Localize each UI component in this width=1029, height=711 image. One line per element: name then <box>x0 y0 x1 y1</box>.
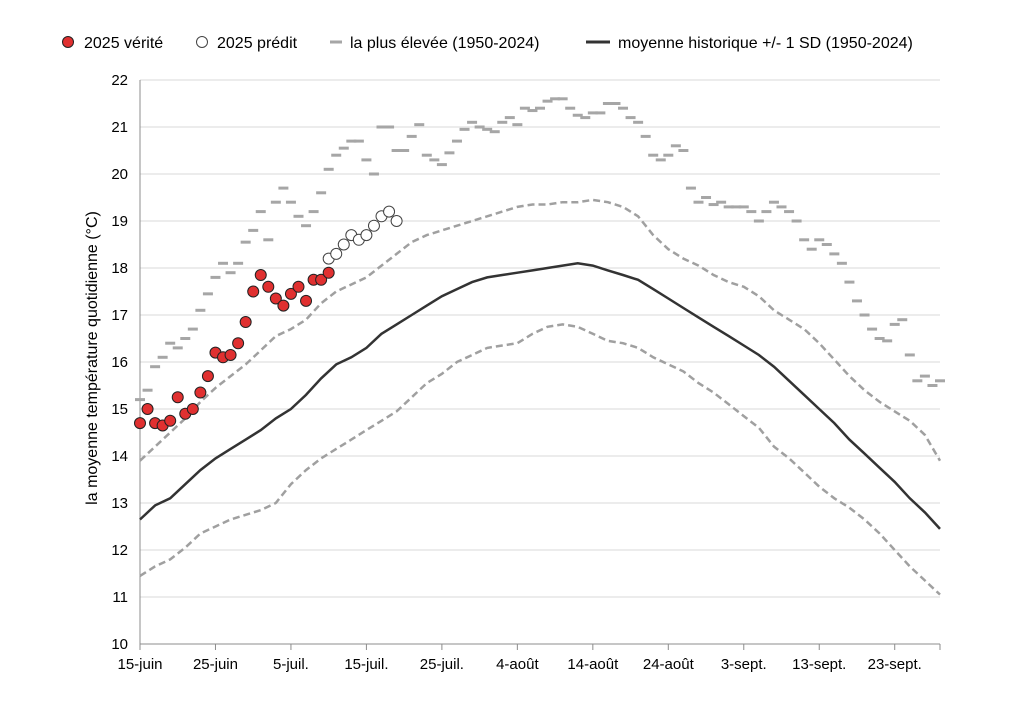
y-tick-label: 10 <box>111 636 128 653</box>
y-tick-label: 19 <box>111 213 128 230</box>
predicted-point <box>367 219 380 232</box>
truth-point <box>269 292 282 305</box>
truth-point <box>292 280 305 293</box>
truth-point <box>164 414 177 427</box>
x-tick-label: 5-juil. <box>273 656 309 673</box>
y-axis-label: la moyenne température quotidienne (°C) <box>84 211 101 505</box>
truth-point <box>277 299 290 312</box>
x-tick-label: 3-sept. <box>721 656 767 673</box>
highest-marks <box>135 97 945 402</box>
truth-point <box>300 294 313 307</box>
mean-line-group <box>139 262 941 530</box>
truth-point <box>134 417 146 430</box>
truth-point <box>224 348 237 361</box>
y-tick-label: 16 <box>111 354 128 371</box>
y-tick-label: 21 <box>111 119 128 136</box>
y-tick-label: 11 <box>112 589 128 606</box>
legend-label-highest: la plus élevée (1950-2024) <box>350 35 539 52</box>
upper-sd-line <box>139 198 942 462</box>
truth-points <box>134 266 335 432</box>
truth-point <box>239 316 252 329</box>
truth-point <box>232 337 245 350</box>
x-tick-label: 25-juil. <box>420 656 464 673</box>
legend-label-mean: moyenne historique +/- 1 SD (1950-2024) <box>618 35 913 52</box>
x-tick-label: 15-juil. <box>344 656 388 673</box>
legend: 2025 vérité 2025 prédit la plus élevée (… <box>62 35 913 52</box>
gridlines <box>140 79 940 598</box>
predicted-point <box>337 238 350 251</box>
x-tick-label: 13-sept. <box>792 656 846 673</box>
legend-marker-predicted <box>196 36 208 48</box>
y-tick-label: 22 <box>111 72 128 89</box>
lower-sd-line <box>139 323 941 596</box>
predicted-point <box>360 229 373 242</box>
truth-point <box>186 403 199 415</box>
truth-point <box>247 285 260 298</box>
truth-point <box>194 386 207 399</box>
x-tick-label: 24-août <box>643 656 695 673</box>
truth-point <box>262 280 275 293</box>
predicted-point <box>390 215 403 227</box>
predicted-point <box>383 205 396 218</box>
legend-marker-truth <box>62 36 74 48</box>
y-tick-label: 13 <box>111 495 128 512</box>
y-tick-label: 18 <box>111 260 128 277</box>
truth-point <box>171 391 184 404</box>
truth-point <box>141 403 154 415</box>
mean-line <box>139 262 941 530</box>
y-tick-label: 17 <box>111 307 128 324</box>
x-tick-label: 25-juin <box>193 656 238 673</box>
axes <box>139 80 941 650</box>
legend-label-predicted: 2025 prédit <box>217 35 298 52</box>
y-tick-label: 14 <box>111 448 128 465</box>
x-tick-labels: 15-juin 25-juin 5-juil. 15-juil. 25-juil. 4-a… <box>117 656 921 673</box>
y-tick-label: 15 <box>111 401 128 418</box>
predicted-points <box>322 205 403 265</box>
truth-point <box>284 287 297 300</box>
predicted-point <box>330 247 343 260</box>
y-tick-labels: 10 11 12 13 14 15 16 17 18 19 20 21 22 <box>111 72 128 653</box>
x-tick-label: 15-juin <box>117 656 162 673</box>
y-tick-label: 20 <box>111 166 128 183</box>
truth-point <box>315 273 328 286</box>
x-tick-label: 14-août <box>567 656 619 673</box>
y-tick-label: 12 <box>111 542 128 559</box>
x-tick-label: 23-sept. <box>868 656 922 673</box>
legend-label-truth: 2025 vérité <box>84 35 163 52</box>
x-tick-label: 4-août <box>496 656 539 673</box>
truth-point <box>201 370 214 383</box>
truth-point <box>322 266 335 279</box>
sd-band-lines <box>139 198 942 596</box>
truth-point <box>254 269 267 282</box>
